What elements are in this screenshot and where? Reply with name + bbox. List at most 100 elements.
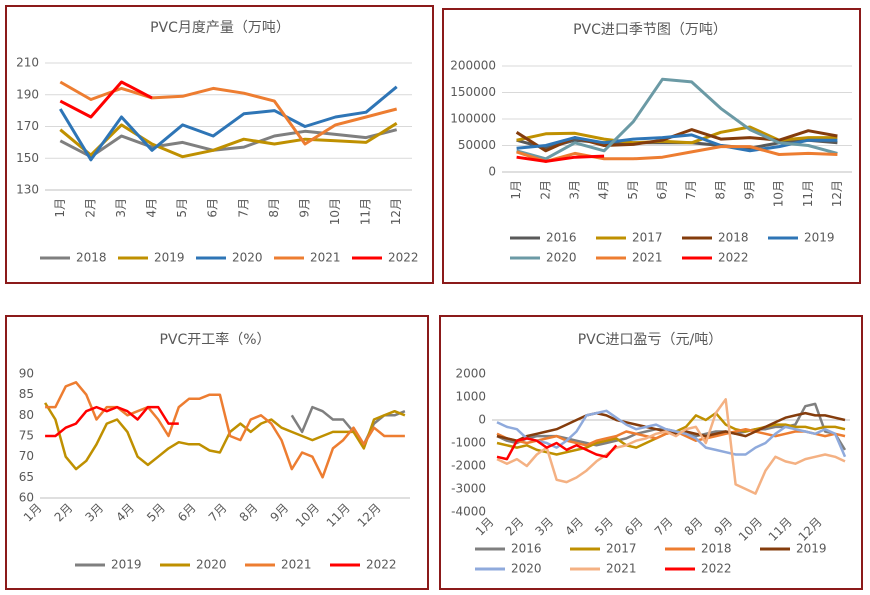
x-tick-label: 4月 bbox=[597, 180, 611, 200]
y-tick-label: 150000 bbox=[450, 85, 496, 99]
series-line bbox=[496, 437, 618, 461]
y-tick-label: -1000 bbox=[451, 436, 486, 450]
y-tick-label: 210 bbox=[16, 56, 39, 70]
y-tick-label: 75 bbox=[19, 429, 34, 443]
x-tick-label: 9月 bbox=[711, 515, 735, 539]
x-tick-label: 5月 bbox=[144, 501, 168, 525]
x-tick-label: 9月 bbox=[297, 198, 311, 218]
series-line bbox=[516, 77, 838, 161]
legend-label: 2021 bbox=[310, 251, 341, 265]
x-tick-label: 2月 bbox=[83, 198, 97, 218]
series-line bbox=[59, 85, 398, 162]
x-tick-label: 8月 bbox=[267, 198, 281, 218]
legend-label: 2019 bbox=[804, 231, 835, 245]
x-tick-label: 4月 bbox=[145, 198, 159, 218]
series-line bbox=[516, 145, 838, 163]
y-tick-label: 200000 bbox=[450, 59, 496, 73]
x-tick-label: 7月 bbox=[206, 501, 230, 525]
x-tick-label: 8月 bbox=[237, 501, 261, 525]
legend-label: 2019 bbox=[796, 542, 827, 556]
x-tick-label: 5月 bbox=[592, 515, 616, 539]
legend-label: 2022 bbox=[718, 251, 749, 265]
panel-border bbox=[5, 5, 434, 284]
legend-label: 2016 bbox=[511, 542, 542, 556]
chart-title: PVC开工率（%） bbox=[159, 331, 270, 348]
y-tick-label: -4000 bbox=[451, 505, 486, 519]
series-line bbox=[59, 122, 398, 159]
y-tick-label: 0 bbox=[488, 165, 496, 179]
y-tick-label: 70 bbox=[19, 449, 34, 463]
chart-title: PVC进口盈亏（元/吨） bbox=[578, 332, 723, 348]
x-tick-label: 11月 bbox=[766, 515, 795, 544]
series-line bbox=[516, 154, 605, 163]
x-tick-label: 12月 bbox=[355, 501, 384, 530]
y-tick-label: 65 bbox=[19, 470, 34, 484]
legend-label: 2017 bbox=[606, 542, 637, 556]
y-tick-label: 1000 bbox=[455, 390, 486, 404]
y-tick-label: -2000 bbox=[451, 459, 486, 473]
y-tick-label: 190 bbox=[16, 87, 39, 101]
y-tick-label: 2000 bbox=[455, 367, 486, 381]
panel-border bbox=[5, 315, 429, 590]
y-tick-label: 100000 bbox=[450, 112, 496, 126]
x-tick-label: 5月 bbox=[175, 198, 189, 218]
x-tick-label: 6月 bbox=[655, 180, 669, 200]
x-tick-label: 10月 bbox=[736, 515, 765, 544]
x-tick-label: 10月 bbox=[328, 198, 342, 225]
x-tick-label: 2月 bbox=[503, 515, 527, 539]
panel-border bbox=[439, 315, 863, 590]
x-tick-label: 4月 bbox=[113, 501, 137, 525]
legend-label: 2018 bbox=[718, 231, 749, 245]
series-line bbox=[59, 80, 153, 119]
series-line bbox=[45, 405, 179, 438]
x-tick-label: 7月 bbox=[684, 180, 698, 200]
y-tick-label: 90 bbox=[19, 367, 34, 381]
x-tick-label: 8月 bbox=[713, 180, 727, 200]
legend-label: 2021 bbox=[632, 251, 663, 265]
x-tick-label: 12月 bbox=[796, 515, 825, 544]
x-tick-label: 5月 bbox=[626, 180, 640, 200]
x-tick-label: 3月 bbox=[532, 515, 556, 539]
x-tick-label: 11月 bbox=[324, 501, 353, 530]
x-tick-label: 9月 bbox=[267, 501, 291, 525]
x-tick-label: 11月 bbox=[359, 198, 373, 225]
x-tick-label: 3月 bbox=[82, 501, 106, 525]
x-tick-label: 8月 bbox=[682, 515, 706, 539]
x-tick-label: 6月 bbox=[206, 198, 220, 218]
x-tick-label: 1月 bbox=[509, 180, 523, 200]
legend-label: 2019 bbox=[154, 251, 185, 265]
legend-label: 2022 bbox=[388, 251, 419, 265]
x-tick-label: 3月 bbox=[567, 180, 581, 200]
series-line bbox=[496, 409, 847, 458]
legend-label: 2020 bbox=[232, 251, 263, 265]
x-tick-label: 2月 bbox=[52, 501, 76, 525]
panel-border bbox=[442, 8, 861, 284]
legend-label: 2022 bbox=[366, 558, 397, 572]
y-tick-label: 60 bbox=[19, 491, 34, 505]
x-tick-label: 6月 bbox=[622, 515, 646, 539]
y-tick-label: 80 bbox=[19, 408, 34, 422]
legend-label: 2019 bbox=[111, 558, 142, 572]
y-tick-label: 0 bbox=[478, 413, 486, 427]
x-tick-label: 7月 bbox=[652, 515, 676, 539]
legend-label: 2021 bbox=[606, 562, 637, 576]
y-tick-label: 170 bbox=[16, 119, 39, 133]
series-line bbox=[45, 381, 405, 479]
y-tick-label: 130 bbox=[16, 183, 39, 197]
legend-label: 2020 bbox=[546, 251, 577, 265]
series-line bbox=[516, 133, 838, 153]
x-tick-label: 11月 bbox=[801, 180, 815, 207]
y-tick-label: -3000 bbox=[451, 482, 486, 496]
series-line bbox=[44, 402, 406, 471]
x-tick-label: 12月 bbox=[389, 198, 403, 225]
x-tick-label: 10月 bbox=[772, 180, 786, 207]
x-tick-label: 7月 bbox=[236, 198, 250, 218]
x-tick-label: 2月 bbox=[538, 180, 552, 200]
y-tick-label: 150 bbox=[16, 151, 39, 165]
legend-label: 2020 bbox=[196, 558, 227, 572]
x-tick-label: 6月 bbox=[175, 501, 199, 525]
legend-label: 2018 bbox=[76, 251, 107, 265]
legend-label: 2021 bbox=[281, 558, 312, 572]
series-line bbox=[59, 128, 398, 159]
